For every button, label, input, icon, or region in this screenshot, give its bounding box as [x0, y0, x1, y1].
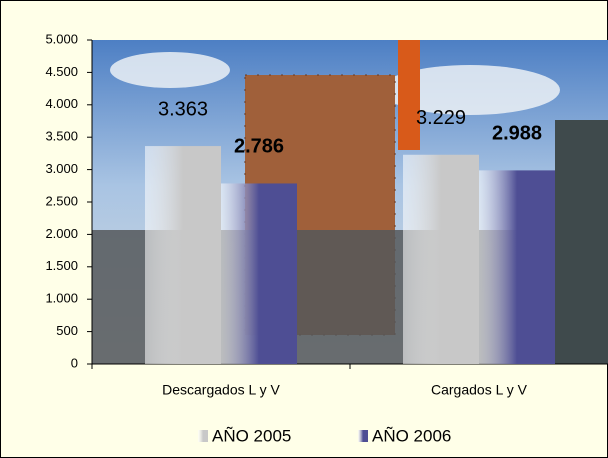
legend-label: AÑO 2006: [372, 426, 451, 445]
data-label: 3.363: [158, 98, 208, 120]
legend-swatch: [358, 430, 368, 442]
data-label: 2.988: [492, 123, 542, 145]
y-tick-label: 1.500: [45, 258, 78, 273]
y-tick-label: 3.000: [45, 161, 78, 176]
legend-swatch: [198, 430, 208, 442]
y-tick-label: 3.500: [45, 129, 78, 144]
y-tick-label: 4.000: [45, 96, 78, 111]
x-tick-label: Descargados L y V: [162, 382, 280, 398]
bar: [479, 170, 555, 364]
y-tick-label: 1.000: [45, 291, 78, 306]
x-tick-label: Cargados L y V: [431, 382, 528, 398]
bar: [403, 155, 479, 364]
bar: [221, 183, 297, 364]
y-tick-label: 5.000: [45, 31, 78, 46]
data-label: 3.229: [416, 107, 466, 129]
y-tick-label: 0: [71, 355, 78, 370]
y-tick-label: 4.500: [45, 64, 78, 79]
y-tick-label: 2.500: [45, 193, 78, 208]
data-label: 2.786: [234, 136, 284, 158]
chart: AÑO 2005 AÑO 2006 0 500 1.000 1.500 2.000 2.50…: [0, 0, 608, 458]
bar: [145, 146, 221, 364]
y-tick-label: 500: [56, 323, 78, 338]
y-tick-label: 2.000: [45, 226, 78, 241]
legend-label: AÑO 2005: [212, 426, 291, 445]
